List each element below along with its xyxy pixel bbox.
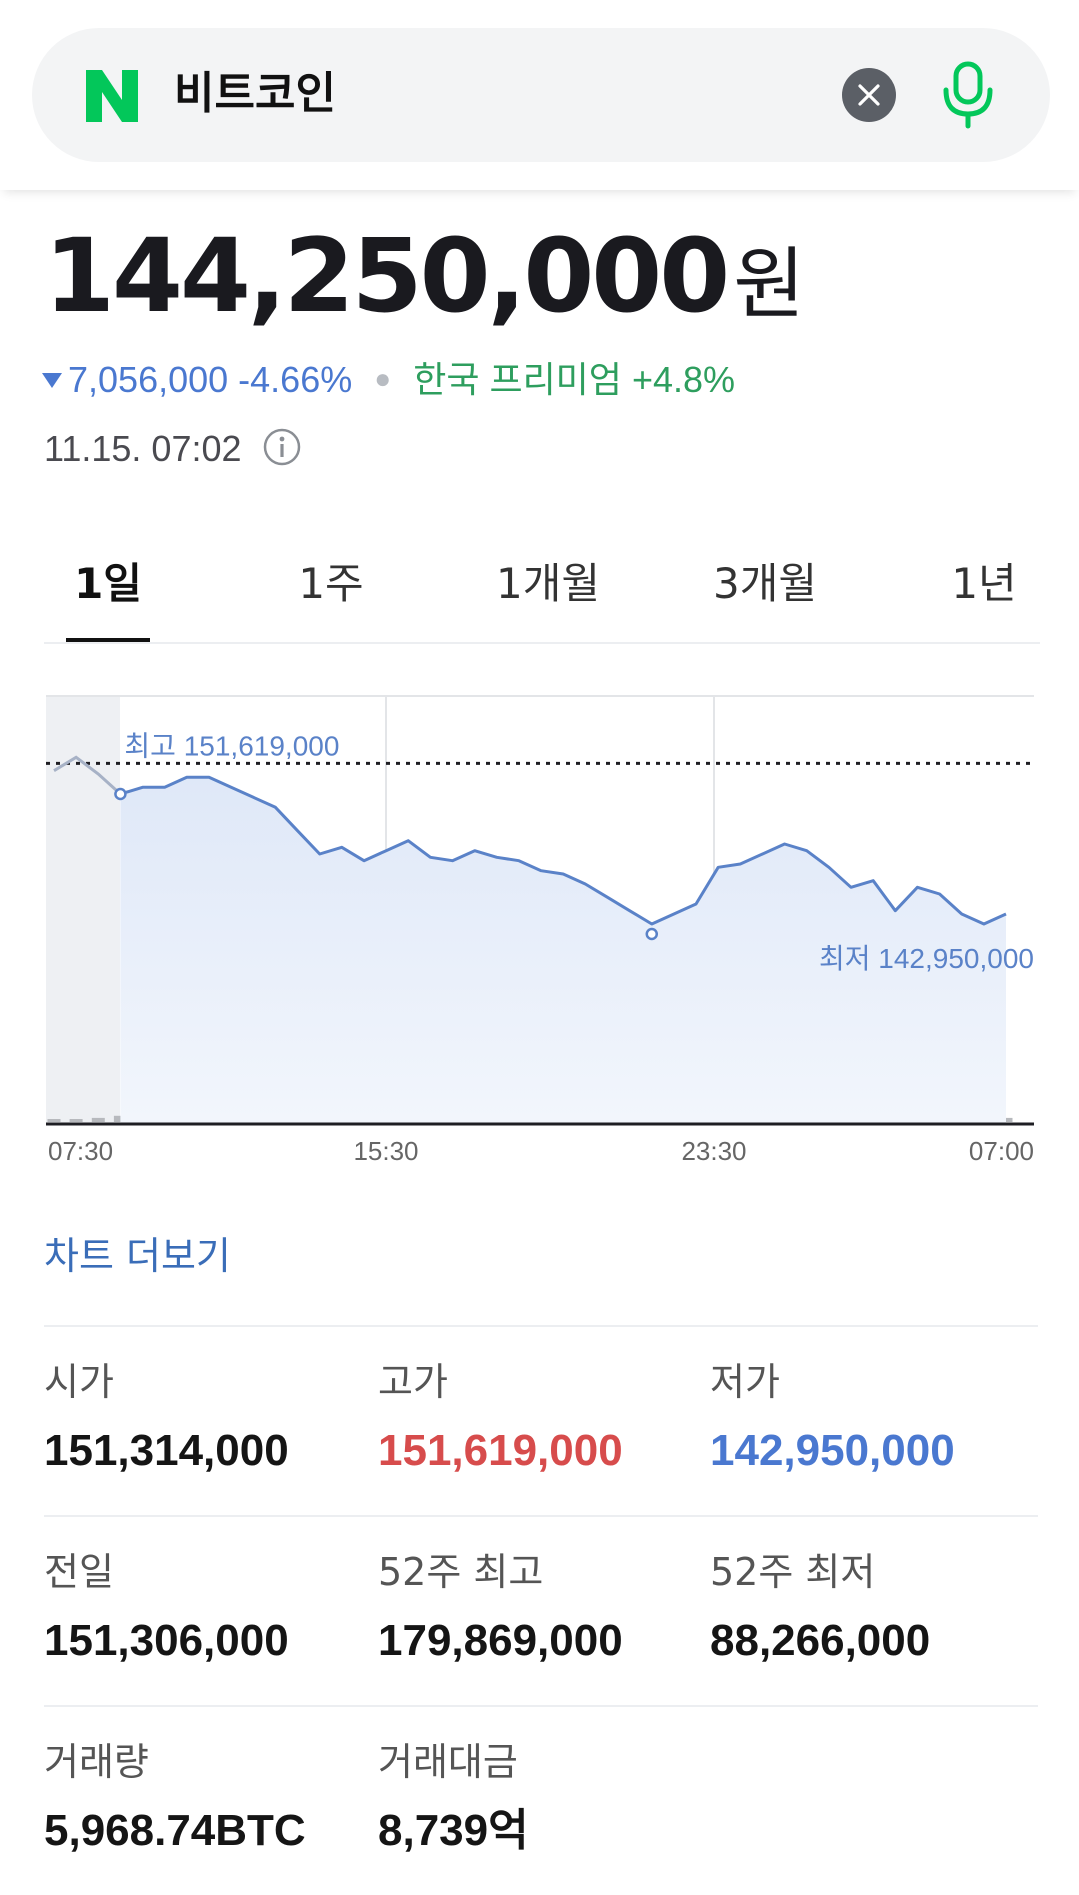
low-marker (645, 927, 659, 941)
tab-1-day[interactable]: 1일 (66, 548, 150, 642)
stat-value: 151,314,000 (44, 1426, 289, 1475)
price-change-row: 7,056,000 -4.66% ● 한국 프리미엄 +4.8% (42, 355, 735, 404)
price-unit: 원 (733, 240, 806, 330)
low-label: 최저 142,950,000 (819, 943, 1034, 974)
stat-label: 전일 (44, 1550, 114, 1594)
x-tick-1530: 15:30 (353, 1136, 418, 1166)
stat-label: 52주 최저 (710, 1550, 876, 1594)
price-value: 144,250,000 (44, 217, 730, 336)
stats-row-2: 전일 151,306,000 52주 최고 179,869,000 52주 최저… (44, 1515, 1038, 1705)
volume-bar (69, 1119, 83, 1122)
x-tick-2330: 23:30 (681, 1136, 746, 1166)
stat-label: 고가 (378, 1360, 448, 1404)
tab-1-month[interactable]: 1개월 (495, 559, 600, 608)
korea-premium-value: +4.8% (631, 359, 736, 400)
tab-1-week[interactable]: 1주 (298, 559, 364, 608)
change-percent: -4.66% (238, 359, 353, 400)
close-icon (858, 84, 880, 106)
chart-pre-market-shade (46, 696, 120, 1124)
current-price: 144,250,000원 (44, 222, 805, 332)
price-stats: 시가 151,314,000 고가 151,619,000 저가 142,950… (44, 1325, 1038, 1895)
stat-value: 151,306,000 (44, 1616, 289, 1665)
down-arrow-icon (42, 373, 62, 388)
stat-label: 거래대금 (378, 1740, 518, 1784)
clear-search-button[interactable] (842, 68, 896, 122)
stat-value: 88,266,000 (710, 1616, 931, 1665)
separator-dot: ● (374, 363, 392, 394)
stat-label: 시가 (44, 1360, 114, 1404)
korea-premium-label: 한국 프리미엄 (413, 359, 622, 400)
high-label: 최고 151,619,000 (124, 730, 339, 761)
pre-market-line (53, 755, 122, 796)
period-tabs: 1일 1주 1개월 3개월 1년 (44, 548, 1040, 644)
tab-3-month[interactable]: 3개월 (712, 559, 817, 608)
naver-logo-icon[interactable] (82, 66, 142, 126)
stat-label: 52주 최고 (378, 1550, 544, 1594)
stats-row-1: 시가 151,314,000 고가 151,619,000 저가 142,950… (44, 1325, 1038, 1515)
stats-row-3: 거래량 5,968.74BTC 거래대금 8,739억 (44, 1705, 1038, 1895)
microphone-icon[interactable] (938, 60, 998, 130)
x-tick-0730: 07:30 (48, 1136, 113, 1166)
stat-value: 5,968.74BTC (44, 1806, 306, 1855)
volume-bar (47, 1119, 61, 1122)
change-amount: 7,056,000 (68, 359, 229, 400)
stat-value: 142,950,000 (710, 1426, 955, 1475)
search-box[interactable]: 비트코인 (32, 28, 1050, 162)
tab-1-year[interactable]: 1년 (951, 559, 1017, 608)
chart-more-link[interactable]: 차트 더보기 (44, 1234, 231, 1278)
price-line (119, 775, 1007, 926)
price-chart[interactable]: 최고 151,619,000 최저 142,950,000 07:30 15:3… (46, 694, 1036, 1174)
search-input[interactable]: 비트코인 (174, 68, 336, 119)
stat-label: 거래량 (44, 1740, 149, 1784)
stat-value: 8,739억 (378, 1806, 529, 1855)
chart-area-fill (120, 777, 1006, 1124)
info-icon[interactable] (262, 427, 302, 467)
stat-label: 저가 (710, 1360, 780, 1404)
stat-value: 179,869,000 (378, 1616, 623, 1665)
price-timestamp: 11.15. 07:02 (44, 425, 302, 473)
search-header: 비트코인 (0, 0, 1079, 190)
timestamp-text: 11.15. 07:02 (44, 428, 242, 469)
x-tick-0700: 07:00 (969, 1136, 1034, 1166)
stat-value: 151,619,000 (378, 1426, 623, 1475)
volume-bar (91, 1117, 105, 1122)
high-marker (114, 787, 127, 801)
